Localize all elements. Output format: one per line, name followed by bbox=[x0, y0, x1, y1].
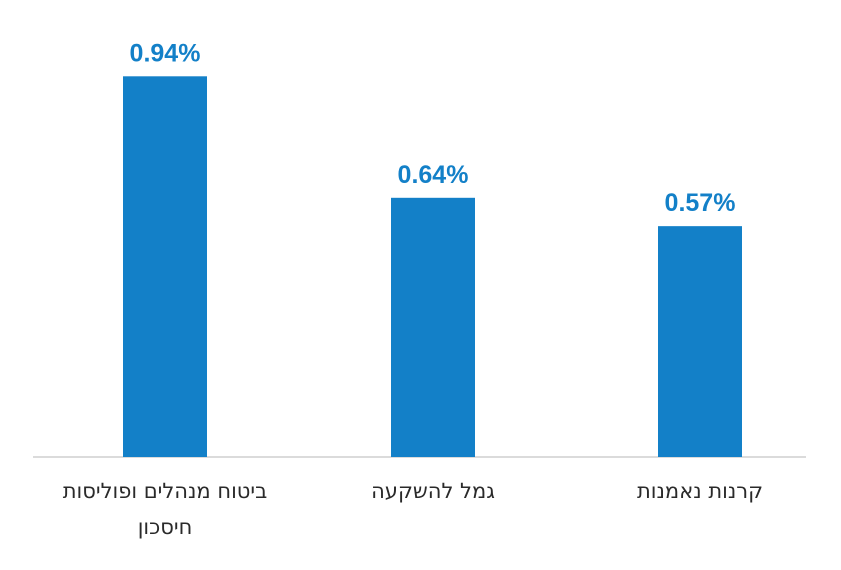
category-labels-group: ביטוח מנהלים ופוליסות חיסכון גמל להשקעה קרנ… bbox=[63, 479, 763, 539]
value-label-3: 0.57% bbox=[665, 189, 736, 217]
value-label-2: 0.64% bbox=[398, 161, 469, 189]
bar-2 bbox=[391, 197, 475, 458]
value-label-1: 0.94% bbox=[130, 39, 201, 67]
value-labels-group: 0.94% 0.64% 0.57% bbox=[130, 39, 736, 217]
category-label-1-line-2: חיסכון bbox=[138, 515, 193, 539]
bar-1 bbox=[123, 76, 207, 458]
bar-3 bbox=[658, 226, 742, 457]
bars-group bbox=[123, 76, 742, 458]
category-label-2-line-1: גמל להשקעה bbox=[371, 479, 495, 503]
category-label-1-line-1: ביטוח מנהלים ופוליסות bbox=[63, 479, 268, 503]
category-label-3-line-1: קרנות נאמנות bbox=[637, 479, 763, 503]
